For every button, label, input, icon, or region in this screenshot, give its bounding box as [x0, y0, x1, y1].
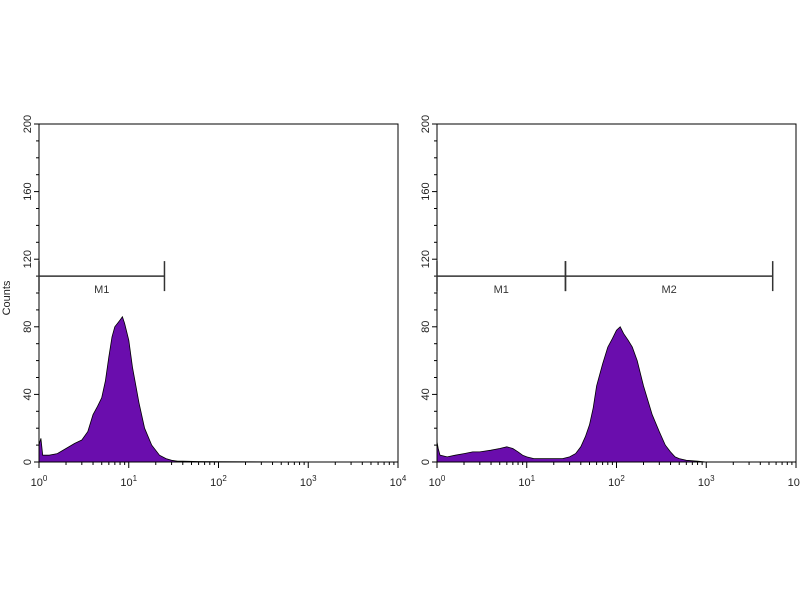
- marker-m1: M1: [436, 261, 567, 296]
- y-tick-label: 80: [420, 321, 432, 333]
- x-tick-label: 102: [210, 474, 227, 489]
- x-tick-label: 104: [788, 474, 800, 489]
- y-tick-label: 40: [420, 388, 432, 400]
- marker-m2: M2: [564, 261, 774, 296]
- marker-label: M1: [494, 284, 509, 296]
- histogram-series: [436, 326, 796, 463]
- x-tick-label: 103: [300, 474, 317, 489]
- y-tick-label: 40: [22, 388, 34, 400]
- y-tick-label: 80: [22, 321, 34, 333]
- y-tick-label: 160: [22, 182, 34, 200]
- x-tick-label: 100: [31, 474, 48, 489]
- x-tick-label: 101: [120, 474, 137, 489]
- y-tick-label: 200: [22, 115, 34, 133]
- x-tick-label: 100: [429, 474, 446, 489]
- x-tick-label: 103: [698, 474, 715, 489]
- histogram-panel-left: 0 40 80 120 160 200 100 101 102 103 104 Counts M1: [1, 115, 407, 489]
- y-tick-label: 120: [22, 250, 34, 268]
- marker-label: M2: [661, 284, 676, 296]
- y-tick-label: 0: [420, 459, 432, 465]
- y-tick-label: 120: [420, 250, 432, 268]
- marker-label: M1: [94, 284, 109, 296]
- marker-m1: M1: [38, 261, 166, 296]
- x-tick-label: 102: [608, 474, 625, 489]
- y-tick-label: 200: [420, 115, 432, 133]
- y-axis-title: Counts: [1, 280, 13, 315]
- y-tick-label: 0: [22, 459, 34, 465]
- histogram-panel-right: 0 40 80 120 160 200 100 101 102 103 104 M1 M2: [420, 115, 800, 489]
- histogram-series: [38, 315, 398, 463]
- plot-frame: [38, 123, 399, 463]
- y-tick-label: 160: [420, 182, 432, 200]
- x-tick-label: 104: [390, 474, 407, 489]
- x-tick-label: 101: [518, 474, 535, 489]
